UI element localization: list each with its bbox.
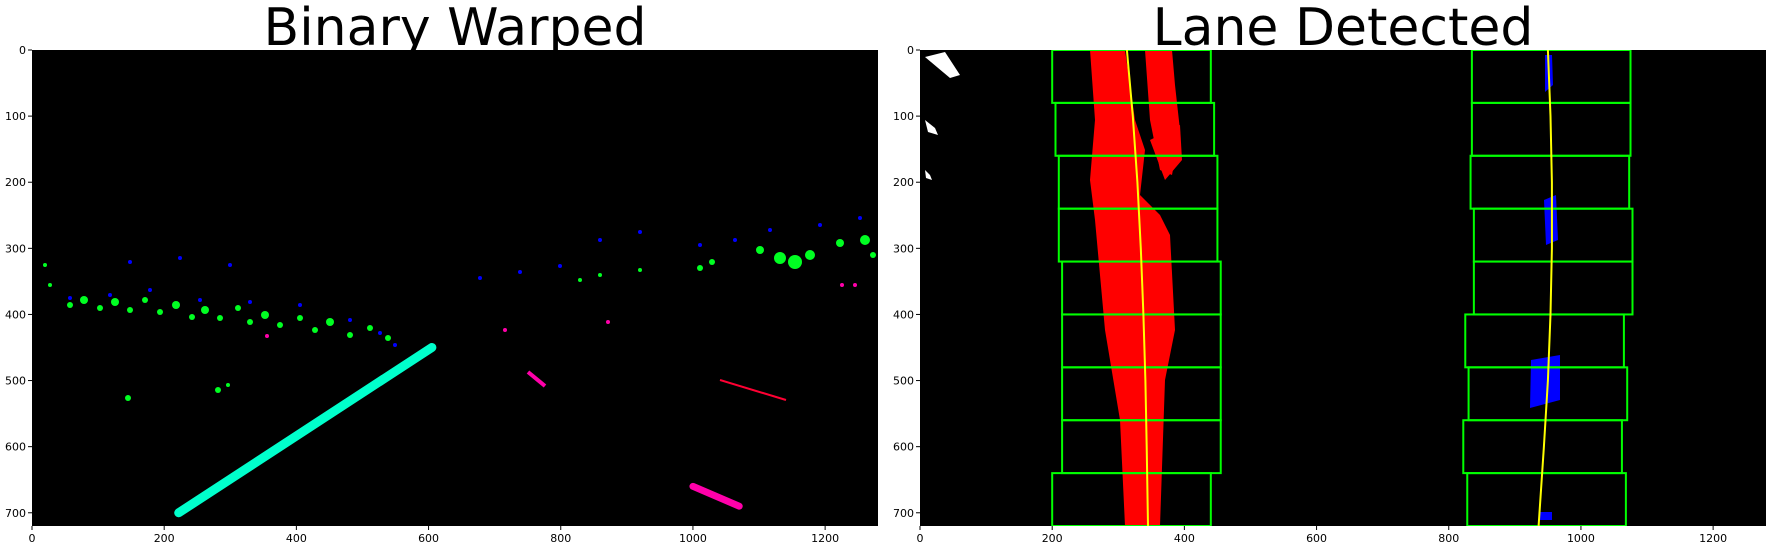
left-y-tick-label: 600 xyxy=(5,441,26,454)
left-panel: 0 200 400 600 800 1000 1200 0 100 200 300 400 500 60… xyxy=(5,44,878,545)
right-y-tick-label: 400 xyxy=(893,308,914,321)
left-blue-pixels xyxy=(68,216,862,347)
left-y-axis: 0 100 200 300 400 500 600 700 xyxy=(5,44,32,520)
right-white-artifact-3 xyxy=(925,170,932,180)
right-y-axis: 0 100 200 300 400 500 600 700 xyxy=(893,44,920,520)
left-lane-segment xyxy=(174,343,437,518)
left-x-tick-label: 0 xyxy=(29,532,36,545)
right-image-background xyxy=(920,50,1766,526)
right-y-tick-label: 700 xyxy=(893,507,914,520)
right-lane-pixels-3 xyxy=(1530,355,1560,408)
left-lane-pixels xyxy=(1090,50,1175,526)
left-red-streak xyxy=(719,379,787,401)
right-search-window xyxy=(1466,472,1627,526)
left-x-tick-label: 1200 xyxy=(811,532,839,545)
right-y-tick-label: 300 xyxy=(893,242,914,255)
right-lane-pixels-4 xyxy=(1540,512,1552,520)
left-image-content xyxy=(43,216,876,518)
left-y-tick-label: 0 xyxy=(19,44,26,57)
right-y-tick-label: 500 xyxy=(893,375,914,388)
right-mark-segment xyxy=(689,482,743,510)
right-white-artifact-1 xyxy=(925,52,960,78)
left-magenta-streak xyxy=(526,370,547,388)
right-y-tick-label: 0 xyxy=(907,44,914,57)
left-x-tick-label: 200 xyxy=(154,532,175,545)
right-y-tick-label: 100 xyxy=(893,110,914,123)
right-x-tick-label: 0 xyxy=(917,532,924,545)
left-x-tick-label: 600 xyxy=(418,532,439,545)
right-x-axis: 0 200 400 600 800 1000 1200 xyxy=(917,526,1727,545)
left-y-tick-label: 200 xyxy=(5,176,26,189)
left-y-tick-label: 500 xyxy=(5,375,26,388)
right-x-tick-label: 800 xyxy=(1438,532,1459,545)
left-x-tick-label: 1000 xyxy=(679,532,707,545)
left-image-background xyxy=(32,50,878,526)
left-y-tick-label: 100 xyxy=(5,110,26,123)
left-x-axis: 0 200 400 600 800 1000 1200 xyxy=(29,526,839,545)
right-x-tick-label: 400 xyxy=(1174,532,1195,545)
right-white-artifact-2 xyxy=(925,120,938,135)
right-y-tick-label: 200 xyxy=(893,176,914,189)
right-x-tick-label: 600 xyxy=(1306,532,1327,545)
right-fit-line xyxy=(1537,50,1553,526)
right-panel: 0 200 400 600 800 1000 1200 0 100 200 300 400 500 60… xyxy=(893,44,1766,545)
left-x-tick-label: 800 xyxy=(550,532,571,545)
right-x-tick-label: 1000 xyxy=(1567,532,1595,545)
right-panel-title: Lane Detected xyxy=(1153,0,1534,58)
left-y-tick-label: 300 xyxy=(5,242,26,255)
left-search-window xyxy=(1051,472,1212,526)
left-y-tick-label: 700 xyxy=(5,507,26,520)
left-green-pixels xyxy=(43,235,876,401)
left-magenta-pixels xyxy=(265,283,857,338)
left-y-tick-label: 400 xyxy=(5,308,26,321)
right-x-tick-label: 200 xyxy=(1042,532,1063,545)
left-lane-pixels-3 xyxy=(1150,125,1182,180)
left-fit-line xyxy=(1125,50,1149,526)
right-image-content xyxy=(925,50,1634,526)
left-x-tick-label: 400 xyxy=(286,532,307,545)
left-panel-title: Binary Warped xyxy=(264,0,647,58)
right-x-tick-label: 1200 xyxy=(1699,532,1727,545)
right-y-tick-label: 600 xyxy=(893,441,914,454)
